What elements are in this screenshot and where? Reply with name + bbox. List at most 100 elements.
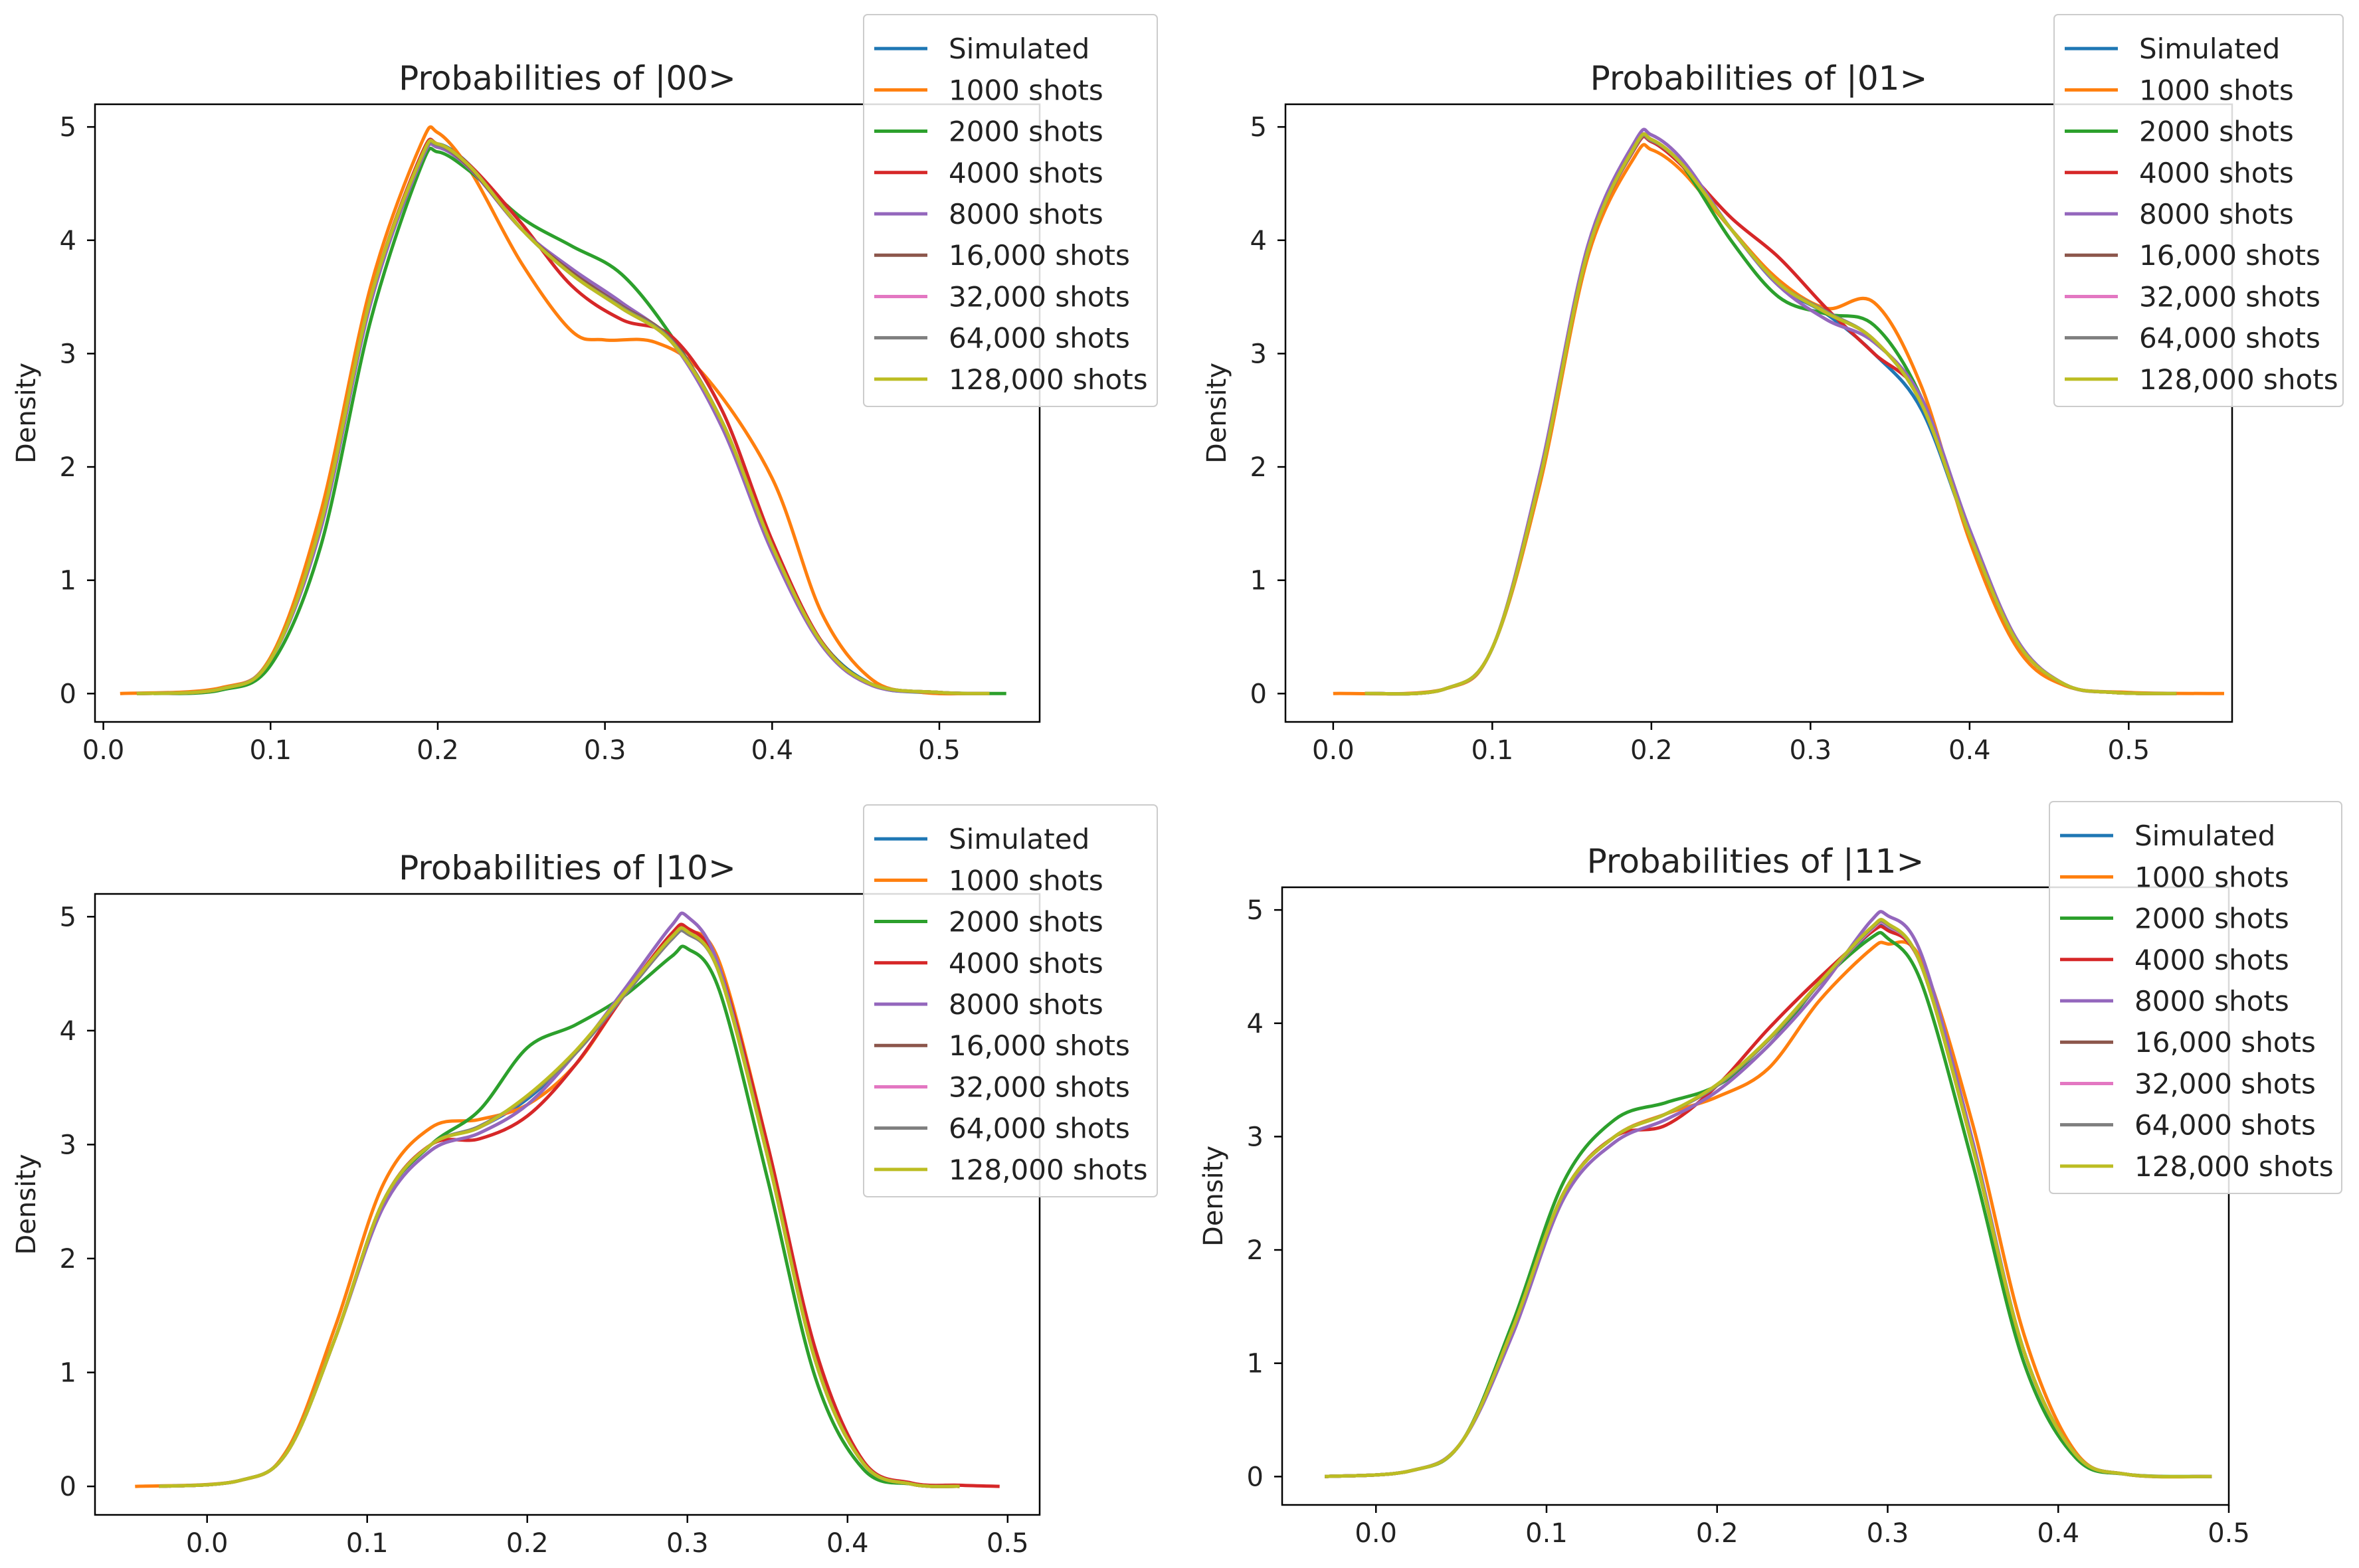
legend-label: 128,000 shots [2139,363,2338,396]
series-lines [1333,128,2225,696]
x-tick-label: 0.3 [1867,1518,1909,1549]
legend-label: 1000 shots [949,864,1103,897]
series-lines [120,125,1006,696]
x-tick-label: 0.5 [2108,735,2150,766]
series-line-6 [136,140,990,695]
chart-panel-3: Probabilities of |11> Density 0.0 0.1 0.2 0.3… [1198,801,2342,1549]
legend-label: 128,000 shots [949,363,1148,396]
series-line-3 [136,137,990,695]
y-tick-label: 2 [60,452,76,483]
legend-label: 1000 shots [2134,861,2289,893]
legend-label: 2000 shots [2134,903,2289,935]
legend-label: 16,000 shots [949,1029,1130,1062]
x-tick-label: 0.3 [584,735,626,766]
axes-frame [1281,886,2230,1506]
legend-label: 16,000 shots [949,239,1130,272]
legend-label: 128,000 shots [949,1154,1148,1186]
legend-label: 16,000 shots [2134,1026,2316,1059]
y-axis-label: Density [1202,363,1232,464]
chart-panel-2: Probabilities of |10> Density 0.0 0.1 0.2 0.3… [11,804,1158,1559]
legend-label: 8000 shots [949,988,1103,1021]
y-tick-label: 3 [1247,1122,1264,1152]
y-tick-label: 0 [60,1472,76,1502]
y-tick-label: 1 [1247,1349,1264,1379]
legend-label: Simulated [2139,33,2280,65]
legend-box [2053,14,2344,407]
x-tick-label: 0.1 [346,1528,389,1559]
legend-label: 64,000 shots [949,1112,1130,1145]
x-tick-label: 0.4 [826,1528,869,1559]
series-line-4 [159,911,960,1488]
chart-panel-0: Probabilities of |00> Density 0.0 0.1 0.2 0.3… [11,14,1158,766]
series-line-0 [159,928,960,1488]
x-tick-label: 0.2 [1696,1518,1739,1549]
series-line-4 [136,142,990,695]
y-axis-label: Density [11,363,42,464]
x-tick-label: 0.0 [186,1528,229,1559]
y-tick-label: 5 [60,112,76,143]
legend-label: 2000 shots [949,906,1103,938]
x-tick-label: 0.3 [1790,735,1832,766]
series-line-8 [1325,918,2212,1479]
y-tick-label: 2 [1247,1235,1264,1266]
series-line-2 [159,944,960,1488]
x-tick-label: 0.2 [417,735,459,766]
series-lines [1325,910,2212,1479]
chart-title: Probabilities of |11> [1587,842,1925,881]
legend-label: 8000 shots [2139,198,2294,230]
x-tick-label: 0.4 [1948,735,1991,766]
legend-label: 2000 shots [949,116,1103,148]
legend-label: 4000 shots [949,157,1103,189]
legend: Simulated 1000 shots 2000 shots 4000 shots 8… [2053,14,2344,407]
y-tick-label: 2 [1250,452,1267,483]
legend-box [863,804,1158,1197]
y-tick-label: 1 [1250,566,1267,596]
x-tick-label: 0.5 [2208,1518,2250,1549]
y-tick-label: 1 [60,566,76,596]
axes-frame [1284,103,2233,723]
legend-label: 2000 shots [2139,116,2294,148]
legend-label: 8000 shots [2134,985,2289,1017]
x-tick-label: 0.0 [1312,735,1355,766]
x-tick-label: 0.2 [506,1528,549,1559]
x-tick-label: 0.0 [1355,1518,1397,1549]
y-tick-label: 3 [1250,339,1267,369]
legend-label: 64,000 shots [2139,322,2320,355]
legend-label: 4000 shots [2139,157,2294,189]
legend-label: 32,000 shots [949,280,1130,313]
y-axis-label: Density [11,1154,42,1255]
legend-label: 4000 shots [949,947,1103,980]
legend-box [2049,801,2342,1194]
x-tick-label: 0.4 [751,735,793,766]
x-tick-label: 0.1 [1471,735,1514,766]
x-tick-label: 0.5 [987,1528,1029,1559]
series-line-1 [120,125,973,696]
axes-frame [94,103,1041,723]
y-tick-label: 3 [60,1130,76,1160]
legend: Simulated 1000 shots 2000 shots 4000 shots 8… [863,14,1158,407]
series-line-1 [135,926,960,1488]
legend-label: Simulated [949,33,1089,65]
x-tick-label: 0.1 [249,735,292,766]
y-axis-label: Density [1198,1146,1229,1247]
series-line-0 [136,140,990,695]
y-tick-label: 2 [60,1244,76,1274]
legend-label: 32,000 shots [949,1071,1130,1103]
legend-label: 16,000 shots [2139,239,2320,272]
series-lines [135,911,1000,1488]
series-line-8 [136,139,990,695]
series-line-8 [1365,132,2177,696]
y-tick-label: 4 [60,1016,76,1047]
y-tick-label: 4 [1247,1009,1264,1039]
x-tick-label: 0.3 [666,1528,709,1559]
chart-title: Probabilities of |00> [399,59,736,98]
y-tick-label: 1 [60,1358,76,1389]
series-line-5 [136,139,990,695]
y-tick-label: 0 [1247,1462,1264,1492]
legend-label: 1000 shots [949,74,1103,106]
series-line-5 [159,928,960,1488]
series-line-8 [159,926,960,1488]
y-tick-label: 4 [60,226,76,256]
y-tick-label: 5 [1250,112,1267,143]
